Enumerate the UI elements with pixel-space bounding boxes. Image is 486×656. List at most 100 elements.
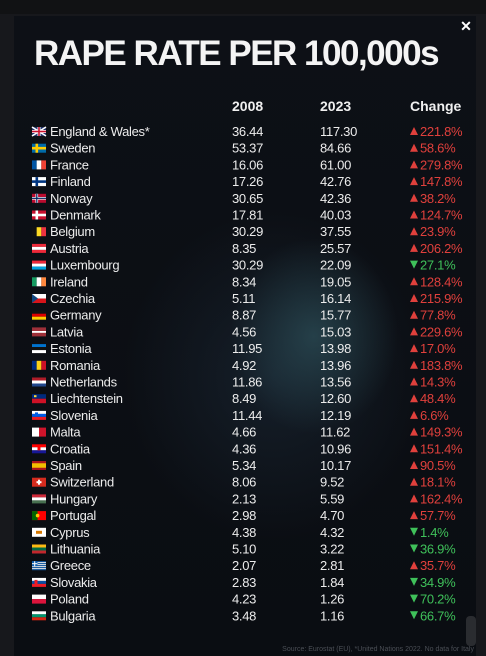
value-2008: 3.48 [232, 608, 256, 623]
flag-icon [32, 193, 46, 203]
triangle-up-icon [410, 377, 418, 386]
country-name: Greece [50, 558, 91, 573]
change-value: 128.4% [420, 274, 463, 289]
change-value: 23.9% [420, 224, 456, 239]
value-2008: 30.29 [232, 258, 263, 273]
triangle-up-icon [410, 344, 418, 353]
value-2008: 8.87 [232, 308, 256, 323]
triangle-down-icon [410, 594, 418, 603]
change-value: 70.2% [420, 592, 456, 607]
flag-icon [32, 260, 46, 270]
country-name: England & Wales* [50, 124, 150, 139]
value-2008: 4.38 [232, 525, 256, 540]
change-value: 57.7% [420, 508, 456, 523]
value-2008: 30.29 [232, 224, 263, 239]
table-row: Belgium 30.29 37.55 23.9% [32, 224, 456, 239]
value-2008: 2.83 [232, 575, 256, 590]
flag-icon [32, 561, 46, 571]
triangle-up-icon [410, 327, 418, 336]
value-2023: 84.66 [320, 141, 351, 156]
country-name: Sweden [50, 141, 95, 156]
country-name: Austria [50, 241, 89, 256]
infographic-panel: ✕ RAPE RATE PER 100,000s 2008 2023 Chang… [14, 16, 476, 656]
table-row: Ireland 8.34 19.05 128.4% [32, 274, 463, 289]
value-2008: 17.26 [232, 174, 263, 189]
change-value: 66.7% [420, 608, 456, 623]
country-name: Slovenia [50, 408, 99, 423]
triangle-down-icon [410, 260, 418, 269]
triangle-up-icon [410, 310, 418, 319]
value-2023: 1.16 [320, 608, 344, 623]
triangle-up-icon [410, 410, 418, 419]
country-name: Switzerland [50, 475, 114, 490]
country-name: Slovakia [50, 575, 98, 590]
triangle-up-icon [410, 193, 418, 202]
table-row: Hungary 2.13 5.59 162.4% [32, 491, 463, 506]
flag-icon [32, 410, 46, 420]
scroll-handle[interactable] [466, 616, 476, 646]
flag-icon [32, 277, 46, 287]
column-header-change: Change [410, 98, 462, 114]
value-2023: 61.00 [320, 157, 351, 172]
country-name: Spain [50, 458, 82, 473]
flag-icon [32, 427, 46, 437]
table-row: Spain 5.34 10.17 90.5% [32, 458, 456, 473]
value-2008: 30.65 [232, 191, 263, 206]
value-2008: 11.44 [232, 408, 262, 423]
flag-icon [31, 126, 47, 137]
value-2023: 16.14 [320, 291, 351, 306]
triangle-up-icon [410, 394, 418, 403]
value-2008: 2.13 [232, 491, 256, 506]
value-2023: 22.09 [320, 258, 351, 273]
chart-title: RAPE RATE PER 100,000s [34, 34, 440, 73]
value-2008: 5.34 [232, 458, 256, 473]
value-2008: 4.92 [232, 358, 256, 373]
change-value: 183.8% [420, 358, 463, 373]
change-value: 90.5% [420, 458, 456, 473]
table-row: Greece 2.07 2.81 35.7% [32, 558, 456, 573]
country-name: Denmark [50, 208, 101, 223]
country-name: Romania [50, 358, 101, 373]
table-row: Denmark 17.81 40.03 124.7% [32, 208, 463, 223]
country-name: Netherlands [50, 375, 118, 390]
value-2023: 3.22 [320, 542, 344, 557]
value-2023: 9.52 [320, 475, 344, 490]
table-row: Liechtenstein 8.49 12.60 48.4% [32, 391, 456, 406]
triangle-up-icon [410, 143, 418, 152]
table-row: Malta 4.66 11.62 149.3% [32, 425, 463, 440]
table-row: Estonia 11.95 13.98 17.0% [32, 341, 456, 356]
value-2023: 40.03 [320, 208, 351, 223]
flag-icon [32, 444, 46, 454]
country-name: Lithuania [50, 542, 101, 557]
change-value: 48.4% [420, 391, 456, 406]
column-header-2008: 2008 [232, 98, 264, 114]
value-2023: 11.62 [320, 425, 350, 440]
value-2008: 8.49 [232, 391, 256, 406]
value-2023: 10.96 [320, 441, 351, 456]
change-value: 18.1% [420, 475, 456, 490]
flag-icon [32, 143, 46, 153]
value-2023: 42.76 [320, 174, 351, 189]
close-icon[interactable]: ✕ [460, 18, 472, 34]
change-value: 221.8% [420, 124, 463, 139]
table-row: Latvia 4.56 15.03 229.6% [32, 324, 463, 339]
value-2023: 4.70 [320, 508, 344, 523]
flag-icon [32, 527, 46, 537]
flag-icon [32, 327, 46, 337]
change-value: 77.8% [420, 308, 456, 323]
source-note: Source: Eurostat (EU), *United Nations 2… [282, 646, 474, 653]
triangle-up-icon [410, 243, 418, 252]
flag-icon [32, 294, 46, 303]
change-value: 206.2% [420, 241, 463, 256]
flag-icon [32, 394, 46, 404]
country-name: Germany [50, 308, 102, 323]
table-row: Cyprus 4.38 4.32 1.4% [32, 525, 449, 540]
country-name: Luxembourg [50, 258, 119, 273]
triangle-up-icon [410, 127, 418, 135]
country-name: Belgium [50, 224, 95, 239]
value-2008: 5.11 [232, 291, 255, 306]
flag-icon [32, 377, 46, 387]
value-2008: 8.34 [232, 274, 256, 289]
triangle-down-icon [410, 527, 418, 536]
flag-icon [32, 461, 46, 470]
